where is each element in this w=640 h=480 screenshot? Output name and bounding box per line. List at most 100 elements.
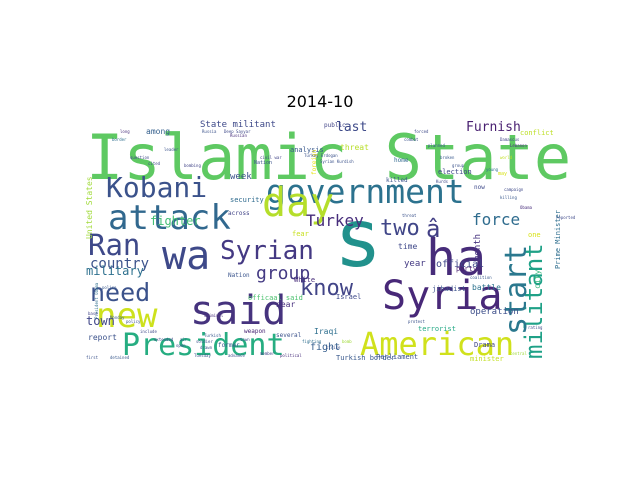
word: â [426,215,440,243]
word: killed [386,177,408,184]
word: advance [228,353,245,358]
word: policy [126,319,141,324]
word: protest [408,319,425,324]
word: American [360,325,514,363]
word: Turkish border [336,354,395,362]
word: new [96,296,158,336]
word: Deep Sayyar [224,129,251,134]
word: Kurds [436,179,449,184]
word: rating [528,325,543,330]
word: jihadist [432,285,466,293]
figure-title: 2014-10 [286,92,354,111]
word: fighter [150,214,201,228]
word: know [300,276,354,301]
word: near [276,300,295,309]
word: force [472,210,520,229]
word: Parliament [376,353,418,361]
word: fight [310,342,340,353]
word: Nation [254,160,272,166]
word: civil war [260,155,282,160]
word: security [230,196,264,204]
word: one [528,231,541,239]
word: election [438,168,472,176]
word: Tuesday [194,353,211,358]
word: President Obama [94,282,99,319]
word: Prime Minister [554,210,562,269]
word: long [120,129,130,134]
word: start [499,245,534,335]
word: day [262,180,334,226]
word: political [280,353,302,358]
word: planned [428,143,445,148]
word: Syrian [220,236,314,266]
word: bombing [184,163,201,168]
word: said [190,288,286,334]
word: Damascus [500,137,520,142]
word: threat [402,213,417,218]
word: public [324,122,346,129]
word: official [436,259,484,270]
word: border [112,137,127,142]
word: fear [292,230,309,238]
word: need [90,278,150,307]
word: Turkish [204,333,221,338]
word: militant [520,243,548,359]
word: Turkey Erdogan [304,153,338,158]
word: operation [470,307,519,317]
word: White [294,276,315,284]
word: Kobani [106,171,207,204]
word: Ran [88,228,140,262]
word: leader [164,147,179,152]
word: soldier [196,339,213,344]
word: open [176,343,186,348]
word: town [86,314,115,328]
word: several [276,332,302,339]
word: time [398,242,417,251]
word: group [256,263,310,284]
word: first [86,355,99,360]
word: Lebanon [510,143,527,148]
word: member [260,351,275,356]
word: drawn [200,345,213,350]
word: government [266,172,465,211]
word: country [90,256,149,272]
word: report [88,333,117,342]
word: analysis [290,146,324,154]
word: young [486,167,499,172]
word: broken [440,155,455,160]
word: United States [85,176,94,239]
word: threat [340,143,369,152]
word: reported [556,215,576,220]
word: Syria [382,273,502,319]
word: weapon [244,328,266,335]
word: cited [148,161,161,166]
word: s [334,192,382,285]
word: town [240,337,250,342]
word: among [146,127,170,136]
word: home [394,157,409,164]
word: Syrian Kurdish [320,159,354,164]
word: former [218,342,240,349]
word: Nation [228,272,250,279]
word: conflict [520,129,554,137]
word: police [102,285,117,290]
word: extended [154,337,174,342]
word: last [336,120,367,135]
word: Russian [230,133,247,138]
word: criminal [204,313,224,318]
word: party [456,265,477,273]
word: minister [470,355,504,363]
word: ha [426,229,486,287]
word: air [180,337,188,342]
word: include [140,329,157,334]
word: two [380,216,420,241]
word: month [473,234,483,261]
word: year [404,259,426,269]
word: fighting [302,339,322,344]
word: city [533,270,542,289]
word: Turkey [306,211,364,230]
word: bomb [342,339,352,344]
word: campaign [504,187,524,192]
word: State militant [200,120,276,130]
